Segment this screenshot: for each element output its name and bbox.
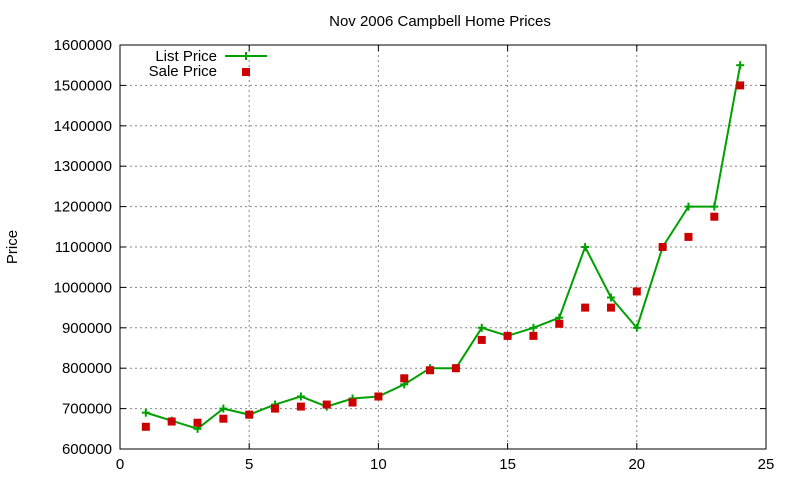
legend-marker-sale-price (242, 68, 250, 76)
chart-title: Nov 2006 Campbell Home Prices (329, 13, 551, 30)
list-price-point (219, 404, 228, 413)
sale-price-point (451, 364, 460, 373)
sale-price-point (658, 243, 667, 251)
sale-price-point (477, 335, 486, 344)
sale-price-point (503, 331, 512, 340)
list-price-point (529, 323, 538, 332)
legend-marker-list-price (242, 52, 250, 60)
sale-price-point (581, 303, 590, 312)
legend-label-list-price: List Price (155, 48, 217, 65)
y-tick-label: 1300000 (54, 158, 112, 175)
sale-price-point (400, 374, 409, 383)
list-price-point (684, 202, 693, 211)
grid (120, 45, 766, 449)
x-tick-label: 5 (245, 456, 253, 473)
y-tick-label: 1600000 (54, 37, 112, 54)
y-tick-label: 600000 (62, 441, 112, 458)
series (141, 61, 745, 433)
y-tick-label: 800000 (62, 360, 112, 377)
sale-price-point (322, 400, 331, 409)
sale-price-point (529, 331, 538, 340)
y-tick-label: 900000 (62, 320, 112, 337)
legend-label-sale-price: Sale Price (149, 63, 217, 80)
x-tick-label: 20 (628, 456, 645, 473)
sale-price-point (271, 404, 280, 413)
x-tick-label: 0 (116, 456, 124, 473)
list-price-point (710, 202, 719, 211)
y-tick-label: 1400000 (54, 118, 112, 135)
list-price-point (141, 408, 150, 417)
sale-price-point (426, 366, 435, 375)
list-price-point (296, 392, 305, 401)
sale-price-point (710, 212, 719, 221)
list-price-point (632, 323, 641, 332)
sale-price-point (219, 414, 228, 423)
y-axis-label: Price (4, 230, 21, 264)
sale-price-point (296, 402, 305, 411)
ticks: 0 5 10 15 20 25 600000 700000 800000 900000 100000… (54, 37, 775, 473)
sale-price-point (141, 422, 150, 431)
y-tick-label: 700000 (62, 401, 112, 418)
x-tick-label: 15 (499, 456, 516, 473)
list-price-point (736, 61, 745, 70)
list-price-point (606, 293, 615, 302)
sale-price-point (167, 417, 176, 426)
list-price-point (581, 243, 590, 251)
sale-price-point (632, 287, 641, 296)
sale-price-point (606, 303, 615, 312)
sale-price-point (684, 232, 693, 241)
list-price-point (477, 323, 486, 332)
sale-price-point (245, 410, 254, 419)
sale-price-point (555, 319, 564, 328)
y-tick-label: 1500000 (54, 77, 112, 94)
y-tick-label: 1000000 (54, 279, 112, 296)
list-price-line (145, 65, 742, 430)
legend: List Price Sale Price (149, 48, 267, 80)
y-tick-label: 1100000 (55, 239, 112, 256)
sale-price-point (193, 418, 202, 427)
x-tick-label: 25 (758, 456, 775, 473)
sale-price-point (374, 392, 383, 401)
sale-price-point (348, 398, 357, 407)
sale-price-point (736, 81, 745, 90)
y-tick-label: 1200000 (54, 199, 112, 216)
x-tick-label: 10 (370, 456, 387, 473)
